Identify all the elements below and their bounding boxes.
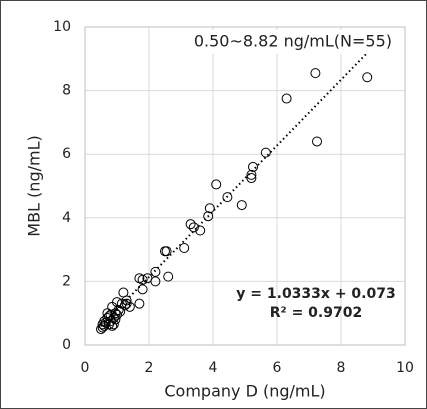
point <box>110 314 121 325</box>
point <box>246 173 257 184</box>
x-tick-label: 2 <box>145 360 154 376</box>
point <box>97 322 108 333</box>
x-tick-label: 8 <box>337 360 346 376</box>
y-tick-label: 8 <box>62 83 71 99</box>
point <box>107 301 118 312</box>
point <box>108 319 119 330</box>
point <box>99 320 110 331</box>
point <box>137 284 148 295</box>
y-tick-label: 4 <box>62 210 71 226</box>
y-tick-label: 2 <box>62 273 71 289</box>
x-tick-label: 10 <box>396 360 414 376</box>
annotation-bg <box>155 30 395 54</box>
point <box>185 219 196 230</box>
point <box>246 169 257 180</box>
point <box>362 72 373 83</box>
point <box>150 266 161 277</box>
point <box>161 246 172 257</box>
point <box>113 305 124 316</box>
point <box>211 179 222 190</box>
x-tick-label: 6 <box>273 360 282 376</box>
point <box>281 93 292 104</box>
trend-equation: y = 1.0333x + 0.073 <box>236 286 395 302</box>
point <box>310 68 321 79</box>
point <box>179 243 190 254</box>
point <box>188 222 199 233</box>
y-tick-label: 6 <box>62 146 71 162</box>
point <box>163 271 174 282</box>
point <box>203 211 214 222</box>
point <box>260 147 271 158</box>
y-tick-label: 0 <box>62 337 71 353</box>
plot-border <box>84 26 406 346</box>
point <box>110 308 121 319</box>
annotation: 0.50~8.82 ng/mL(N=55) <box>194 32 392 51</box>
point <box>134 298 145 309</box>
point <box>116 298 127 309</box>
point <box>96 324 106 335</box>
trendline <box>100 42 378 327</box>
point <box>312 136 322 147</box>
point <box>248 161 258 172</box>
x-tick-label: 0 <box>81 360 90 376</box>
point <box>204 203 215 214</box>
point <box>222 192 233 203</box>
point <box>236 200 247 211</box>
y-tick-label: 10 <box>53 19 71 35</box>
x-axis-title: Company D (ng/mL) <box>164 382 325 401</box>
point <box>97 319 108 330</box>
point <box>142 273 153 284</box>
r-squared: R² = 0.9702 <box>270 305 362 321</box>
x-tick-label: 4 <box>209 360 218 376</box>
point <box>195 225 206 236</box>
y-axis-title: MBL (ng/mL) <box>25 135 44 236</box>
